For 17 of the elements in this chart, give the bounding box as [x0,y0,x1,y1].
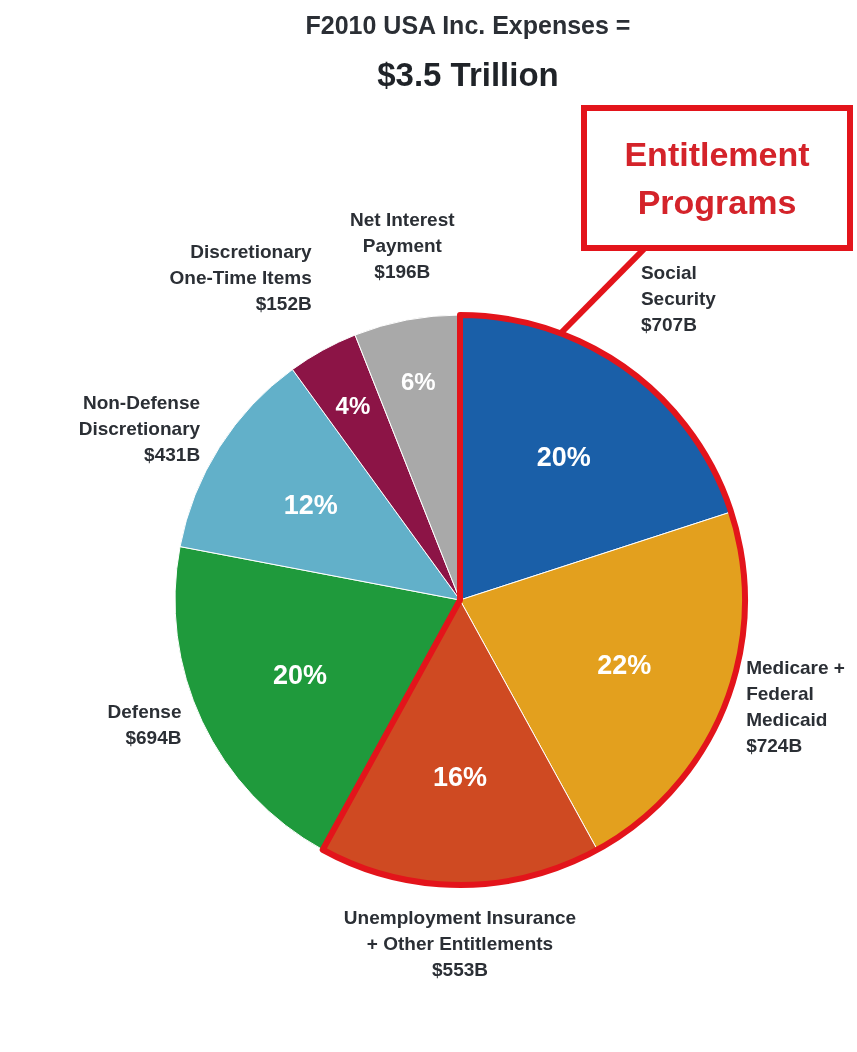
data-label: 12% [283,490,338,521]
data-label: 20% [273,660,328,691]
slice-label: Defense $694B [107,701,182,749]
slice-label: Discretionary One-Time Items $152B [169,241,313,315]
data-label: 6% [401,368,436,396]
chart-title: F2010 USA Inc. Expenses = [305,11,631,39]
slice-label: Medicare + Federal Medicaid $724B [746,657,845,757]
data-label: 16% [432,761,488,792]
slice-label: Net Interest Payment $196B [350,208,456,282]
text: Entitlement Programs [624,135,810,221]
slice-label: Non-Defense Discretionary $431B [78,392,201,466]
data-label: 20% [536,442,591,473]
slice-label: Unemployment Insurance + Other Entitlements $553B [343,906,577,980]
data-label: 22% [597,650,652,681]
data-label: 4% [335,391,371,419]
chart-subtitle: $3.5 Trillion [377,56,559,93]
slice-label: Social Security $707B [640,261,717,335]
